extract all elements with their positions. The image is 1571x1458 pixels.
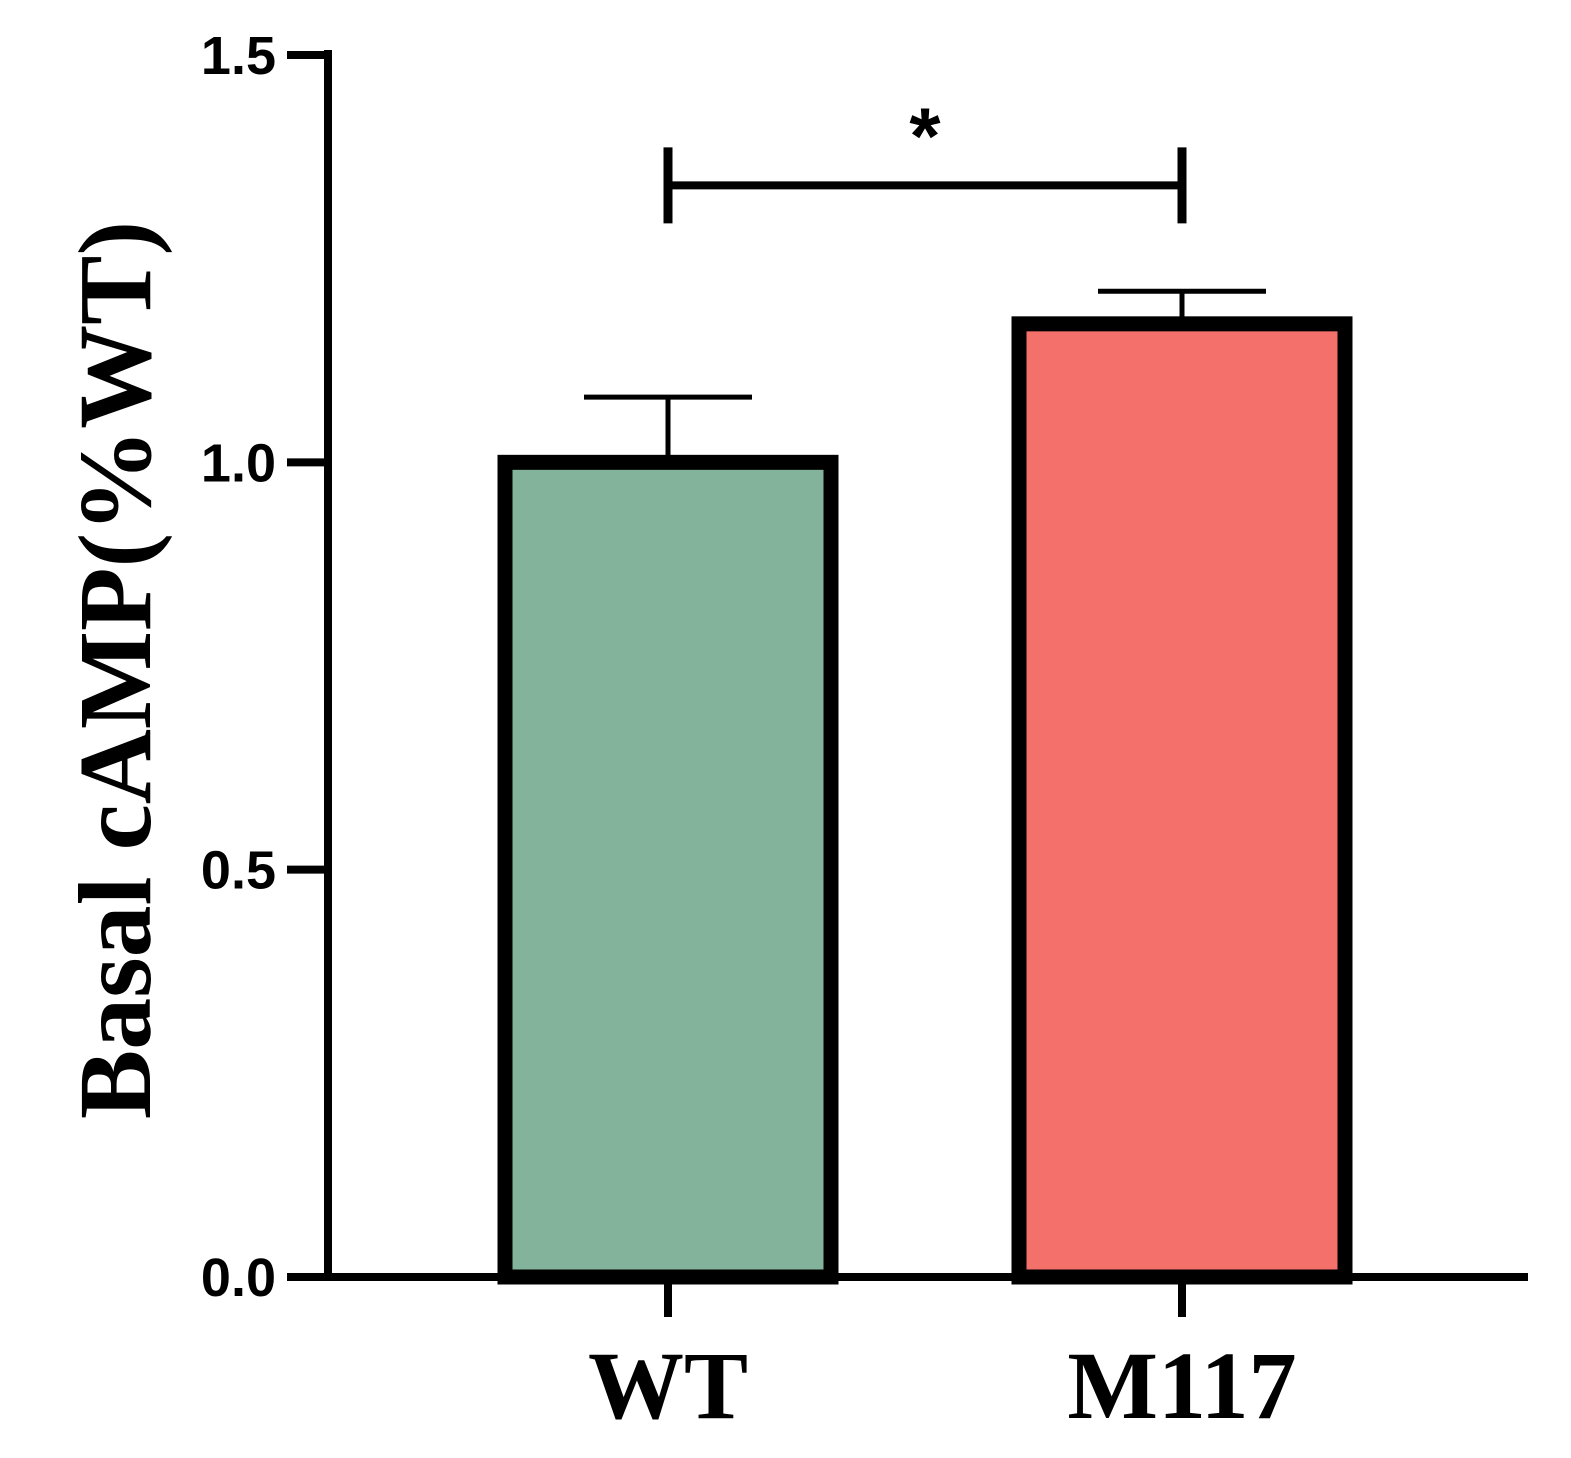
y-tick-label: 0.5	[201, 841, 276, 901]
x-tick-label: WT	[588, 1332, 748, 1439]
significance-bracket: *	[663, 91, 1187, 224]
labels: 0.0 0.5 1.0 1.5 WT M117	[201, 26, 1297, 1439]
y-tick-label: 1.5	[201, 26, 276, 86]
y-tick-label: 0.0	[201, 1248, 276, 1308]
x-tick-label: M117	[1067, 1332, 1296, 1439]
y-axis-title: Basal cAMP(%WT)	[58, 221, 173, 1119]
bar-m117	[1011, 316, 1353, 1285]
bars	[497, 288, 1353, 1285]
significance-star: *	[909, 91, 941, 180]
bar-wt	[497, 454, 839, 1285]
y-tick-label: 1.0	[201, 433, 276, 493]
